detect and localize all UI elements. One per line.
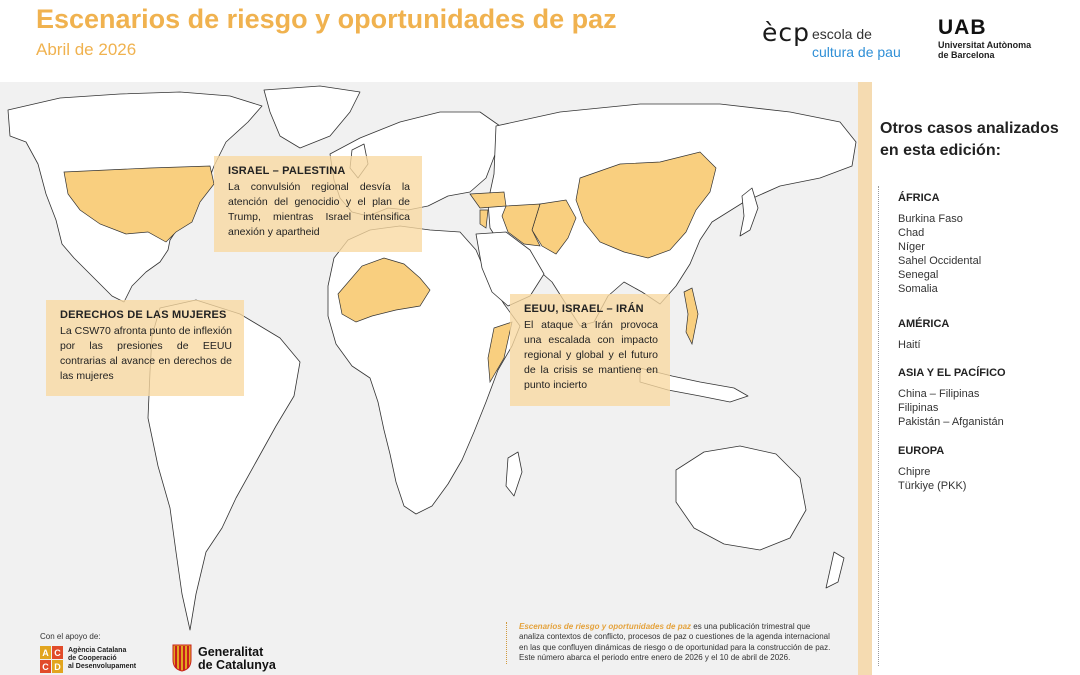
acd-letter: C [42,662,49,672]
publication-name: Escenarios de riesgo y oportunidades de … [519,622,692,631]
sahel-shape [337,257,431,323]
case-item[interactable]: Filipinas [898,402,939,414]
acd-logo[interactable]: A C C D Agència Catalana de Cooperació a… [40,646,160,675]
case-item[interactable]: China – Filipinas [898,388,980,400]
uab-logo-mark: UAB [938,16,987,39]
world-map: ISRAEL – PALESTINA La convulsión regiona… [0,82,858,675]
turkiye-shape [469,191,507,209]
case-item[interactable]: Pakistán – Afganistán [898,416,1004,428]
china-shape [575,151,717,259]
acd-line1: Agència Catalana [68,647,127,654]
greenland-shape [263,85,361,149]
usa-shape [63,165,215,243]
ecp-logo-line1: escola de [812,26,872,42]
callout-women-text: La CSW70 afronta punto de inflexión por … [60,325,232,382]
ecp-logo[interactable]: ècp escola de cultura de pau [762,14,912,64]
region-name: EUROPA [898,445,945,457]
generalitat-line2: de Catalunya [198,658,276,672]
acd-logo-mark: A C C D [40,646,63,673]
uab-logo[interactable]: UAB Universitat Autònoma de Barcelona [938,16,1058,66]
callout-eeuu-iran: EEUU, ISRAEL – IRÁN El ataque a Irán pro… [510,294,670,406]
israel-palestine-shape [479,209,489,229]
sidebar-heading-line2: en esta edición: [880,142,1001,159]
sidebar-panel: Otros casos analizados en esta edición: … [872,82,1080,675]
madagascar-shape [505,451,523,497]
publication-description: es una publicación trimestral que analiz… [519,622,831,663]
new-zealand-shape [825,551,845,589]
ecp-logo-mark: ècp [762,18,810,47]
case-item[interactable]: Haití [898,339,921,351]
case-item[interactable]: Türkiye (PKK) [898,480,967,492]
generalitat-logo[interactable]: Generalitat de Catalunya [172,642,292,675]
acd-letter: D [54,662,61,672]
callout-israel-title: ISRAEL – PALESTINA [228,165,346,177]
case-item[interactable]: Burkina Faso [898,213,963,225]
case-item[interactable]: Senegal [898,269,939,281]
region-america: AMÉRICA Haití [898,318,949,352]
region-name: ÁFRICA [898,192,940,204]
publication-note: Escenarios de riesgo y oportunidades de … [506,622,835,664]
callout-israel-palestina: ISRAEL – PALESTINA La convulsión regiona… [214,156,422,252]
case-item[interactable]: Chad [898,227,925,239]
case-item[interactable]: Níger [898,241,925,253]
australia-shape [675,445,807,551]
callout-iran-title: EEUU, ISRAEL – IRÁN [524,303,644,315]
highlighted-countries [63,151,717,384]
page-subtitle: Abril de 2026 [36,40,137,59]
region-africa: ÁFRICA Burkina Faso Chad Níger Sahel Occ… [898,192,981,296]
case-item[interactable]: Sahel Occidental [898,255,982,267]
sidebar-heading: Otros casos analizados en esta edición: [880,118,1080,162]
callout-israel-text: La convulsión regional desvía la atenció… [228,181,410,238]
sidebar-heading-line1: Otros casos analizados [880,120,1059,137]
callout-iran-text: El ataque a Irán provoca una escalada co… [524,319,658,391]
header: Escenarios de riesgo y oportunidades de … [0,0,1080,82]
somalia-shape [487,321,513,384]
case-item[interactable]: Chipre [898,466,931,478]
acd-letter: A [42,648,49,658]
page-title: Escenarios de riesgo y oportunidades de … [36,4,617,34]
generalitat-text: Generalitat de Catalunya [198,646,276,672]
uab-logo-line1: Universitat Autònoma [938,40,1032,50]
sidebar: Otros casos analizados en esta edición: … [858,82,1080,675]
region-europa: EUROPA Chipre Türkiye (PKK) [898,445,966,493]
support-label: Con el apoyo de: [40,632,101,641]
philippines-shape [683,287,699,346]
generalitat-shield-icon [172,644,192,672]
japan-shape [739,187,759,237]
callout-women-title: DERECHOS DE LAS MUJERES [60,309,227,321]
acd-letter: C [54,648,61,658]
iran-iraq-shape [501,203,541,247]
acd-line3: al Desenvolupament [68,663,137,670]
case-item[interactable]: Somalia [898,283,938,295]
region-name: AMÉRICA [898,318,950,330]
ecp-logo-line2: cultura de pau [812,44,901,60]
sidebar-dotted-rule [878,186,880,666]
uab-logo-line2: de Barcelona [938,50,995,60]
acd-logo-text: Agència Catalana de Cooperació al Desenv… [68,647,136,671]
region-name: ASIA Y EL PACÍFICO [898,367,1006,379]
generalitat-line1: Generalitat [198,645,264,659]
region-asia-pacifico: ASIA Y EL PACÍFICO China – Filipinas Fil… [898,367,1006,429]
callout-derechos-mujeres: DERECHOS DE LAS MUJERES La CSW70 afronta… [46,300,244,396]
acd-line2: de Cooperació [68,655,117,662]
